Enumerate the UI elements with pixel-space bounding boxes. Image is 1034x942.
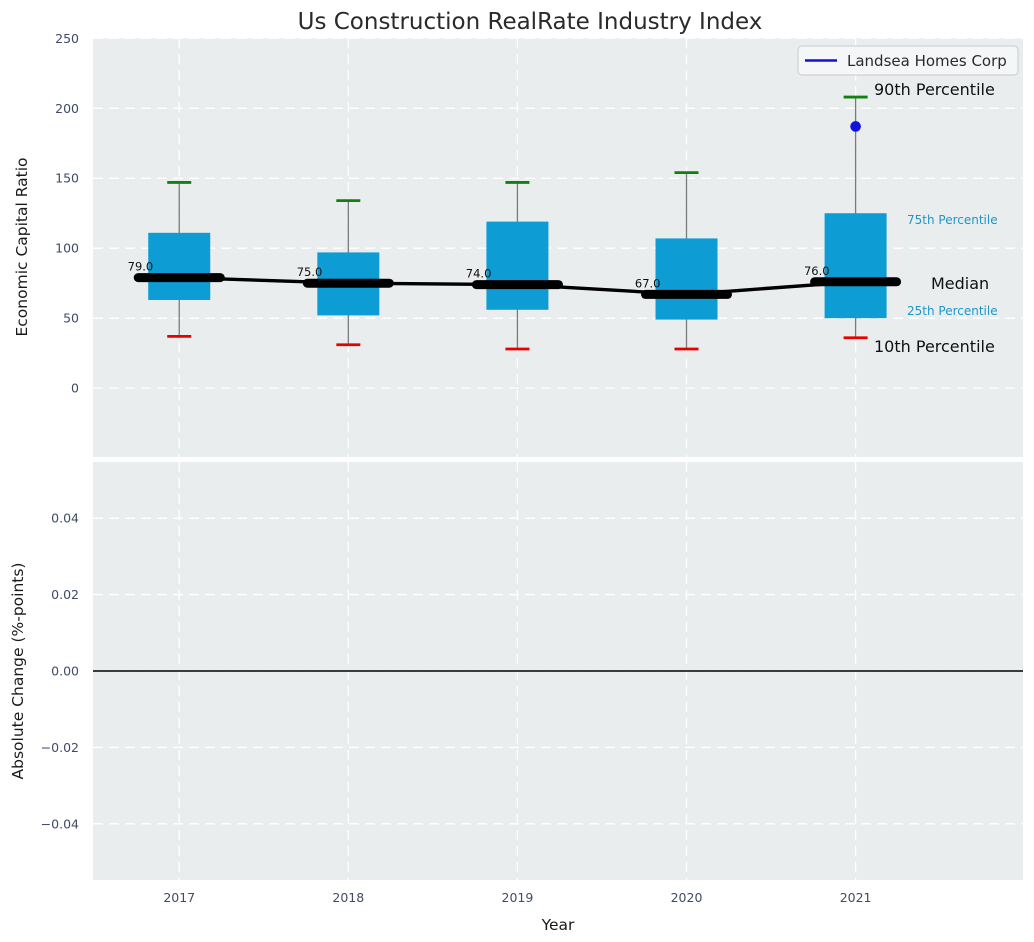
company-data-point <box>850 121 861 132</box>
legend-box <box>797 45 1019 76</box>
xtick-label: 2018 <box>332 890 364 905</box>
iqr-box <box>148 232 211 300</box>
bottom-ytick-label: 0.00 <box>51 664 79 679</box>
median-value-label: 67.0 <box>635 276 661 290</box>
bottom-ytick-label: 0.04 <box>51 511 79 526</box>
iqr-box <box>486 221 549 310</box>
xtick-label: 2020 <box>671 890 703 905</box>
top-ytick-label: 150 <box>55 171 79 186</box>
median-value-label: 79.0 <box>128 260 154 274</box>
iqr-box <box>824 213 887 319</box>
top-ytick-label: 200 <box>55 101 79 116</box>
median-value-label: 75.0 <box>297 265 323 279</box>
annotation-10th-percentile: 10th Percentile <box>874 337 995 356</box>
annotation-75th-percentile: 75th Percentile <box>907 213 998 227</box>
top-ytick-label: 100 <box>55 241 79 256</box>
top-ytick-label: 0 <box>71 381 79 396</box>
top-ytick-label: 50 <box>63 311 79 326</box>
legend: Landsea Homes Corp <box>797 45 1019 76</box>
bottom-ytick-label: −0.04 <box>41 816 79 831</box>
bottom-subplot: 0.04 0.02 0.00 −0.02 −0.04 2017 2018 2019 2020 20… <box>41 462 1023 905</box>
annotation-median: Median <box>931 274 989 293</box>
bottom-y-axis-label: Absolute Change (%-points) <box>9 563 27 780</box>
top-y-axis-label: Economic Capital Ratio <box>13 157 31 336</box>
top-subplot: 0 50 100 150 200 250 79.0 75.0 74.0 67.0 76.0 <box>55 31 1023 458</box>
annotation-90th-percentile: 90th Percentile <box>874 80 995 99</box>
x-axis-label: Year <box>541 916 575 934</box>
median-value-label: 76.0 <box>804 264 830 278</box>
xtick-label: 2021 <box>840 890 872 905</box>
legend-label: Landsea Homes Corp <box>847 52 1007 70</box>
median-value-label: 74.0 <box>466 267 492 281</box>
bottom-ytick-label: −0.02 <box>41 740 79 755</box>
bottom-ytick-label: 0.02 <box>51 587 79 602</box>
xtick-label: 2019 <box>502 890 534 905</box>
xtick-label: 2017 <box>163 890 195 905</box>
iqr-box <box>655 238 718 320</box>
top-ytick-label: 250 <box>55 31 79 46</box>
chart-title: Us Construction RealRate Industry Index <box>298 9 763 35</box>
annotation-25th-percentile: 25th Percentile <box>907 304 998 318</box>
